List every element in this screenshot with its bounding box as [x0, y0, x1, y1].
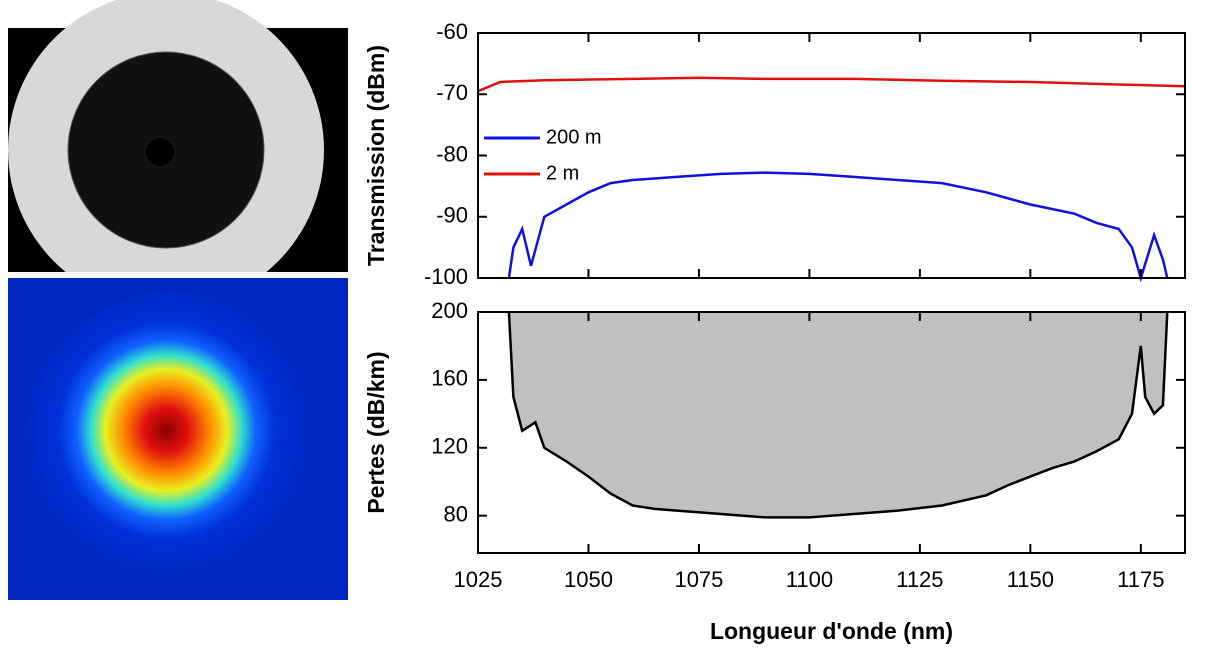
legend-label: 200 m — [546, 126, 602, 148]
plot-frame — [477, 32, 1186, 279]
y-tick-label: -100 — [424, 264, 468, 289]
x-tick-label: 1050 — [564, 567, 613, 592]
y-tick-label: 80 — [444, 501, 468, 526]
y-tick-label: -90 — [436, 203, 468, 228]
charts: 200 m 2 m -100 -90 -80 -70 -60 Transmission (dB… — [363, 19, 1186, 644]
fiber-image — [8, 0, 348, 308]
y-tick-label: -80 — [436, 141, 468, 166]
mode-image — [8, 278, 348, 600]
y-tick-label: -70 — [436, 80, 468, 105]
plot-frame — [477, 311, 1186, 554]
y-axis-title: Transmission (dBm) — [363, 45, 389, 266]
series-line — [477, 76, 1186, 93]
x-tick-label: 1100 — [786, 567, 833, 592]
y-tick-label: -60 — [436, 19, 468, 44]
x-tick-label: 1175 — [1117, 567, 1164, 592]
x-tick-label: 1125 — [896, 567, 943, 592]
series-line — [507, 171, 1169, 283]
y-tick-label: 120 — [431, 434, 468, 459]
x-tick-label: 1075 — [674, 567, 723, 592]
loss-line — [507, 311, 1169, 519]
y-tick-label: 160 — [431, 366, 468, 391]
x-axis-title: Longueur d'onde (nm) — [710, 618, 953, 644]
y-axis-title: Pertes (dB/km) — [363, 351, 389, 513]
x-tick-label: 1150 — [1007, 567, 1054, 592]
x-tick-label: 1025 — [454, 567, 503, 592]
legend-label: 2 m — [546, 162, 579, 184]
loss-area — [508, 312, 1168, 518]
y-tick-label: 200 — [431, 298, 468, 323]
